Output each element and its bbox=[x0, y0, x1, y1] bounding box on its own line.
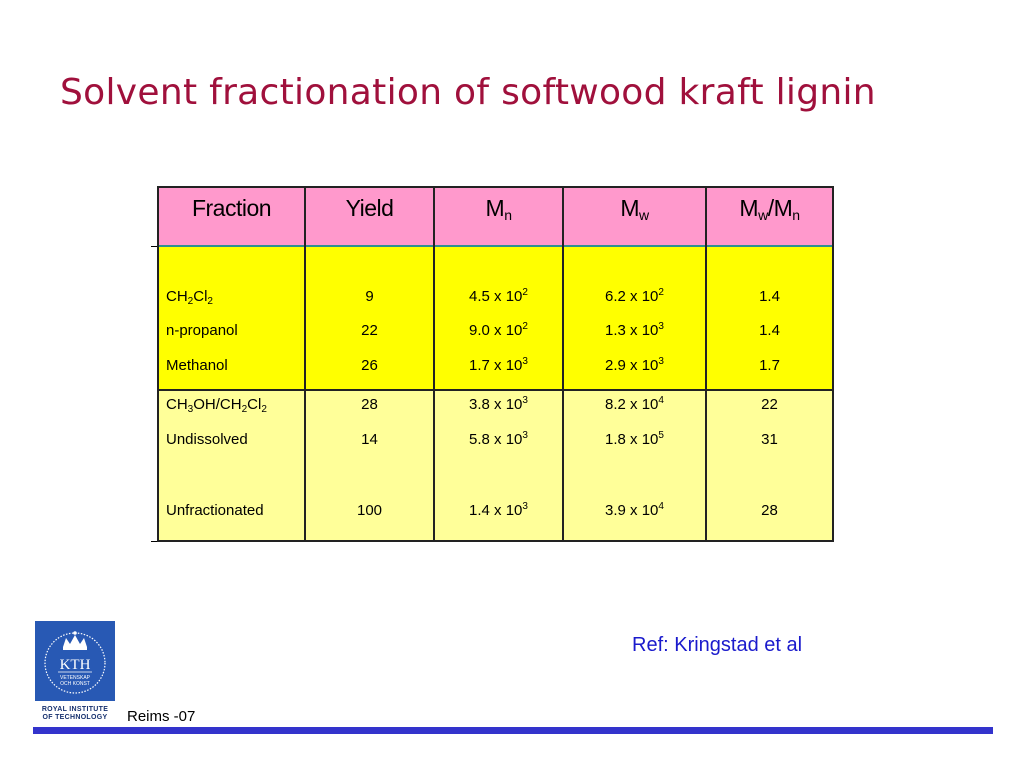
table-tick-mark bbox=[151, 246, 157, 247]
fractionation-table: Fraction Yield Mn Mw Mw/Mn CH2Cl2 9 4.5 … bbox=[157, 186, 834, 542]
column-border bbox=[433, 186, 435, 542]
column-border bbox=[562, 186, 564, 542]
highlight-band bbox=[157, 246, 834, 390]
cell-mw-mn: 28 bbox=[761, 502, 778, 519]
column-border bbox=[157, 186, 159, 542]
footer-bar bbox=[33, 727, 993, 734]
cell-mw: 8.2 x 104 bbox=[605, 395, 664, 414]
svg-text:KTH: KTH bbox=[60, 657, 91, 673]
footer-text: Reims -07 bbox=[127, 708, 196, 725]
cell-mw: 2.9 x 103 bbox=[605, 356, 664, 375]
cell-mn: 5.8 x 103 bbox=[469, 430, 528, 449]
cell-fraction: Unfractionated bbox=[166, 502, 264, 519]
column-border bbox=[705, 186, 707, 542]
cell-fraction: CH3OH/CH2Cl2 bbox=[166, 396, 267, 415]
header-band bbox=[157, 186, 834, 246]
cell-mw-mn: 22 bbox=[761, 396, 778, 413]
table-tick-mark bbox=[151, 541, 157, 542]
cell-mw: 3.9 x 104 bbox=[605, 501, 664, 520]
cell-yield: 22 bbox=[361, 322, 378, 339]
cell-yield: 28 bbox=[361, 396, 378, 413]
header-fraction: Fraction bbox=[191, 195, 272, 221]
slide-title: Solvent fractionation of softwood kraft … bbox=[60, 72, 876, 113]
cell-mw-mn: 1.7 bbox=[759, 357, 780, 374]
cell-fraction: Undissolved bbox=[166, 431, 248, 448]
crown-seal-icon: KTH VETENSKAP OCH KONST bbox=[44, 631, 106, 694]
cell-yield: 9 bbox=[365, 288, 374, 305]
reference-text: Ref: Kringstad et al bbox=[632, 634, 803, 656]
cell-fraction: Methanol bbox=[166, 357, 228, 374]
cell-mw-mn: 1.4 bbox=[759, 322, 780, 339]
cell-mw: 6.2 x 102 bbox=[605, 287, 664, 306]
cell-mn: 9.0 x 102 bbox=[469, 321, 528, 340]
institution-name: ROYAL INSTITUTE OF TECHNOLOGY bbox=[41, 706, 109, 721]
header-yield: Yield bbox=[345, 195, 394, 221]
pale-band bbox=[157, 390, 834, 542]
cell-fraction: CH2Cl2 bbox=[166, 288, 213, 307]
table-border-top bbox=[157, 186, 834, 188]
header-mn: Mn bbox=[485, 195, 512, 223]
cell-fraction: n-propanol bbox=[166, 322, 238, 339]
cell-yield: 26 bbox=[361, 357, 378, 374]
header-mw-mn: Mw/Mn bbox=[739, 195, 800, 223]
cell-mn: 1.4 x 103 bbox=[469, 501, 528, 520]
cell-yield: 100 bbox=[356, 502, 383, 519]
column-border bbox=[304, 186, 306, 542]
cell-mw: 1.8 x 105 bbox=[605, 430, 664, 449]
kth-logo: KTH VETENSKAP OCH KONST bbox=[35, 621, 115, 701]
group-divider bbox=[157, 389, 834, 391]
cell-mn: 4.5 x 102 bbox=[469, 287, 528, 306]
cell-mw-mn: 1.4 bbox=[759, 288, 780, 305]
cell-mn: 3.8 x 103 bbox=[469, 395, 528, 414]
svg-text:VETENSKAP: VETENSKAP bbox=[60, 675, 91, 681]
header-mw: Mw bbox=[620, 195, 649, 223]
cell-yield: 14 bbox=[361, 431, 378, 448]
cell-mn: 1.7 x 103 bbox=[469, 356, 528, 375]
cell-mw: 1.3 x 103 bbox=[605, 321, 664, 340]
table-border-bottom bbox=[157, 540, 834, 542]
column-border bbox=[832, 186, 834, 542]
header-divider bbox=[157, 245, 834, 247]
svg-text:OCH KONST: OCH KONST bbox=[60, 681, 90, 687]
cell-mw-mn: 31 bbox=[761, 431, 778, 448]
